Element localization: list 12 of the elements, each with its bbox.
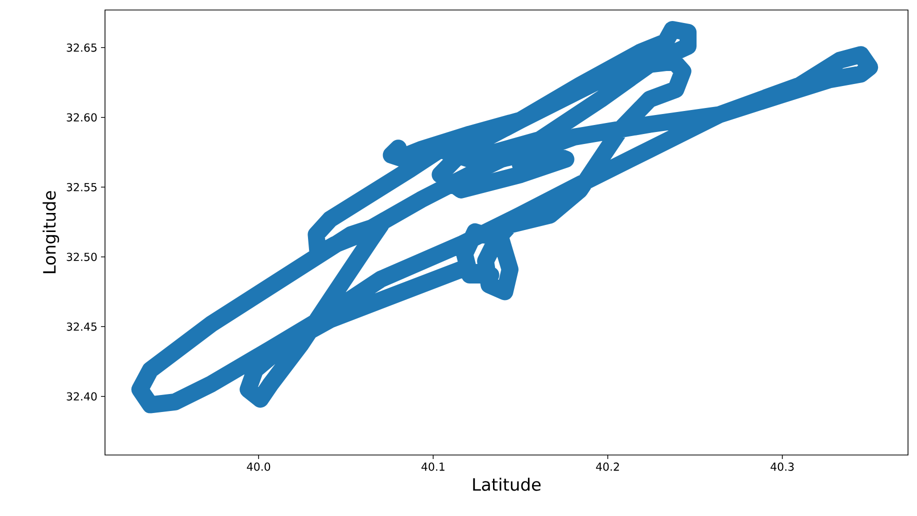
y-tick-label: 32.45	[66, 322, 97, 331]
x-tick-label: 40.3	[770, 462, 794, 471]
x-tick-label: 40.0	[246, 462, 270, 471]
y-tick-label: 32.55	[66, 183, 97, 192]
x-tick-label: 40.1	[421, 462, 444, 471]
x-axis-title: Latitude	[473, 478, 541, 491]
y-tick-label: 32.60	[66, 113, 97, 122]
y-tick-label: 32.40	[66, 392, 97, 401]
y-axis-title: Longitude	[42, 191, 60, 274]
x-tick-label: 40.2	[596, 462, 619, 471]
y-tick-label: 32.65	[66, 44, 97, 52]
y-tick-label: 32.50	[66, 252, 97, 262]
